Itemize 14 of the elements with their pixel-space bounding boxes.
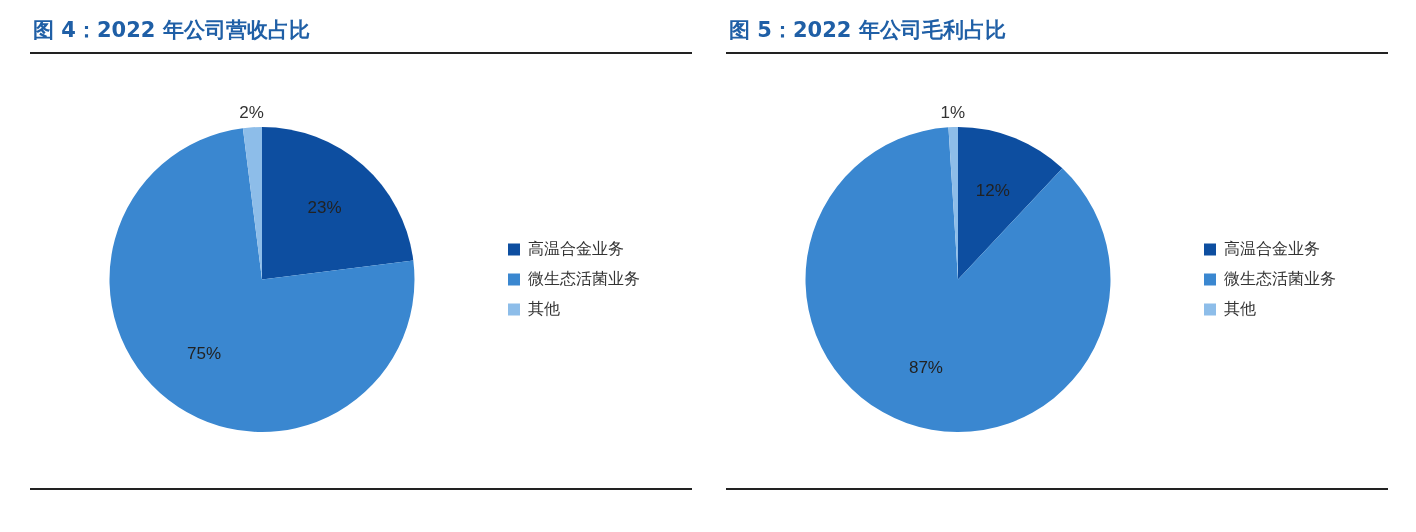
legend-label: 高温合金业务 [1224,238,1320,258]
data-label: 23% [307,198,342,218]
data-label: 2% [239,103,264,123]
legend-label: 高温合金业务 [528,238,624,258]
data-label: 1% [940,102,966,122]
chart-title: 图 5：2022 年公司毛利占比 [729,17,1006,44]
legend-label: 微生态活菌业务 [1224,268,1336,288]
data-label: 87% [908,358,943,378]
legend-label: 其他 [528,298,560,318]
data-label: 12% [975,181,1010,201]
legend-label: 其他 [1224,298,1256,318]
chart-title: 图 4：2022 年公司营收占比 [33,17,310,44]
legend-label: 微生态活菌业务 [528,268,640,288]
data-label: 75% [187,343,222,363]
